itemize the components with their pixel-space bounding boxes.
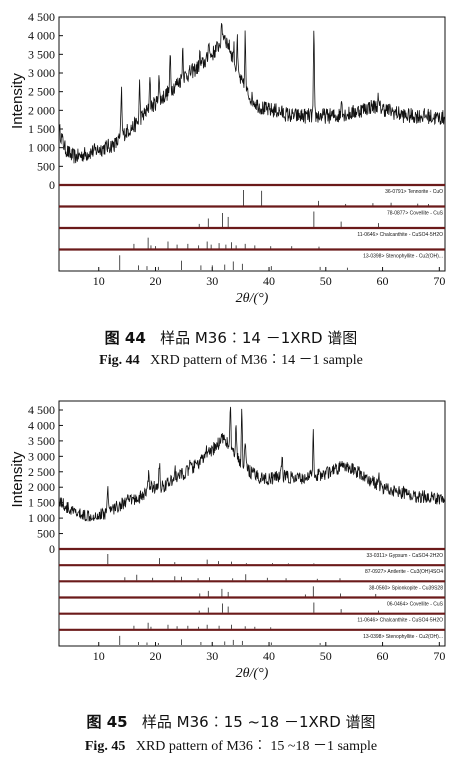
fig45-xtick-label: 10 [93,649,105,663]
fig44-ytick-label: 1 000 [28,141,55,155]
fig45-ref-label: 11-0646> Chalcanthite - CuSO4·5H2O [357,618,443,624]
fig44-xtick-label: 70 [433,274,445,288]
fig45-xrd-trace [58,406,446,522]
fig44-ref-label: 11-0646> Chalcanthite - CuSO4·5H2O [357,232,443,238]
fig45-ref-panel: 06-0464> Covellite - CuS [59,596,445,613]
fig44-ytick-label: 2 000 [28,103,55,117]
fig44-ref-label: 36-0791> Tennorite - CuO [385,189,443,195]
fig45-ylabel: Intensity [9,451,26,507]
fig44-ytick-label: 500 [37,159,55,173]
fig45-ytick-label: 2 000 [28,480,55,494]
fig44-ref-panel: 36-0791> Tennorite - CuO [59,183,445,206]
fig45-ref-label: 33-0311> Gypsum - CaSO4·2H2O [367,553,444,559]
fig44-xtick-label: 20 [150,274,162,288]
fig44-ytick-label: 2 500 [28,85,55,99]
fig44-xtick-label: 60 [377,274,389,288]
fig45-ytick-label: 2 500 [28,465,55,479]
figure-45-caption-cn: 图 45 样品 M36︰15 ~18 －1XRD 谱图 [0,711,462,732]
fig44-xtick-label: 50 [320,274,332,288]
fig45-xlabel: 2θ/(°) [236,666,269,681]
fig45-ref-panel: 11-0646> Chalcanthite - CuSO4·5H2O [59,612,445,629]
figure-44-caption-en: Fig. 44 XRD pattern of M36︰14 －1 sample [0,349,462,369]
fig44-ytick-label: 3 500 [28,47,55,61]
fig44-ref-panel: 78-0877> Covellite - CuS [59,205,445,227]
fig44-ref-label: 13-0398> Stenophyllite - Cu2(OH)... [363,254,443,260]
fig45-ytick-label: 3 000 [28,449,55,463]
fig44-ref-panel: 13-0398> Stenophyllite - Cu2(OH)... [59,248,445,270]
figure-44-caption-cn: 图 44 样品 M36︰14 －1XRD 谱图 [0,327,462,348]
fig45-xtick-label: 20 [150,649,162,663]
fig45-ytick-label: 4 000 [28,418,55,432]
fig44-ylabel: Intensity [9,73,26,129]
fig44-ytick-label: 1 500 [28,122,55,136]
figure-45-caption-en: Fig. 45 XRD pattern of M36︰ 15 ~18 －1 sa… [0,735,462,755]
figure-44-cn-text: 样品 M36︰14 －1XRD 谱图 [160,329,358,347]
fig45-ytick-label: 500 [37,527,55,541]
fig44-xtick-label: 10 [93,274,105,288]
fig45-ytick-label: 4 500 [28,403,55,417]
figure-45-cn-text: 样品 M36︰15 ~18 －1XRD 谱图 [141,713,376,731]
fig45-ref-panel: 38-0560> Spionkopite - Cu39S28 [59,580,445,597]
fig45-ref-label: 38-0560> Spionkopite - Cu39S28 [369,585,443,591]
fig44-ref-panel: 11-0646> Chalcanthite - CuSO4·5H2O [59,226,445,249]
figure-45-en-text: XRD pattern of M36︰ 15 ~18 －1 sample [135,739,378,754]
fig44-xlabel: 2θ/(°) [236,291,269,306]
fig45-xtick-label: 30 [206,649,218,663]
fig45-ref-panel: 87-0927> Antlerite - Cu3(OH)4SO4 [59,564,445,581]
figure-44-en-text: XRD pattern of M36︰14 －1 sample [150,353,363,368]
fig44-chart: 0 500 1 000 1 500 2 000 2 500 3 000 3 500 4 000 4… [9,10,446,306]
fig44-xtick-label: 30 [206,274,218,288]
fig45-xtick-label: 40 [263,649,275,663]
fig45-ytick-label: 1 500 [28,496,55,510]
fig45-ref-panel: 33-0311> Gypsum - CaSO4·2H2O [59,547,445,565]
fig45-ytick-label: 0 [49,542,55,556]
fig45-xtick-label: 50 [320,649,332,663]
figure-45-en-label: Fig. 45 [84,739,126,754]
figure-44-cn-label: 图 44 [104,329,146,347]
fig45-ref-label: 87-0927> Antlerite - Cu3(OH)4SO4 [365,569,443,575]
fig45-ref-panel: 13-0398> Stenophyllite - Cu2(OH)... [59,628,445,645]
fig44-ytick-label: 4 500 [28,10,55,24]
figure-44-en-label: Fig. 44 [99,353,140,368]
fig45-xtick-label: 70 [433,649,445,663]
fig45-ref-label: 06-0464> Covellite - CuS [387,602,444,608]
fig45-ref-label: 13-0398> Stenophyllite - Cu2(OH)... [363,634,443,640]
fig45-ytick-label: 3 500 [28,434,55,448]
fig44-frame [58,16,446,272]
fig44-xtick-label: 40 [263,274,275,288]
fig45-ytick-label: 1 000 [28,511,55,525]
fig44-ytick-label: 3 000 [28,66,55,80]
fig44-ytick-label: 4 000 [28,29,55,43]
fig44-ytick-label: 0 [49,178,55,192]
fig44-ref-label: 78-0877> Covellite - CuS [387,211,444,217]
fig44-xrd-trace [58,23,446,164]
fig45-frame [58,400,446,647]
figure-45-cn-label: 图 45 [86,713,128,731]
fig45-xtick-label: 60 [377,649,389,663]
